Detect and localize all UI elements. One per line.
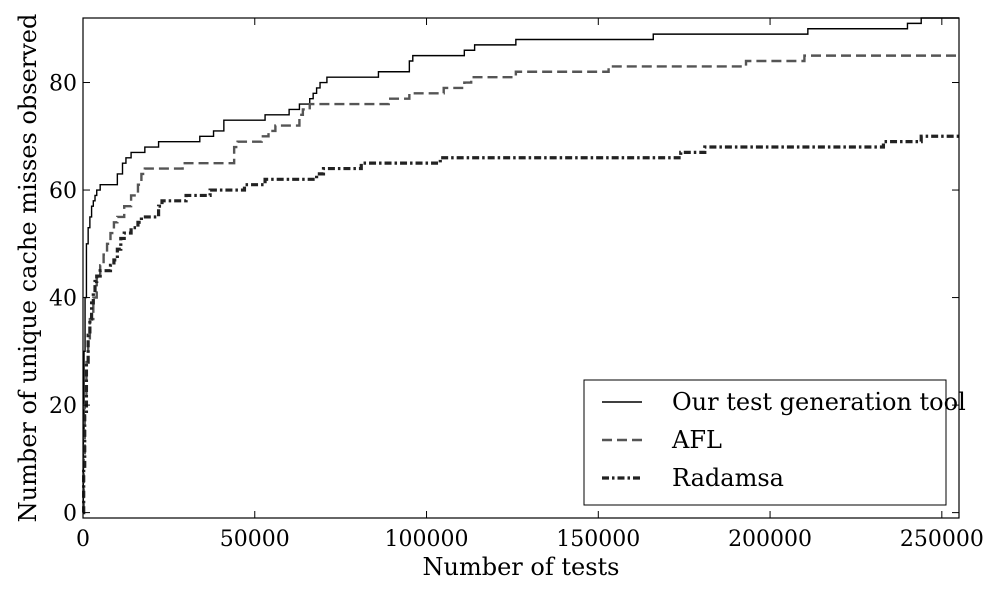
legend-box	[583, 379, 947, 506]
y-tick-label: 20	[49, 394, 77, 419]
x-tick-label: 100000	[385, 527, 469, 552]
legend-label-1: Our test generation tool	[672, 388, 966, 416]
y-tick-label: 40	[49, 287, 77, 312]
legend-label-3: Radamsa	[672, 464, 784, 492]
series-line-1	[82, 17, 959, 514]
series-line-3	[82, 134, 959, 515]
x-tick-label: 200000	[728, 527, 812, 552]
y-axis-label: Number of unique cache misses observed	[14, 14, 42, 523]
y-tick-label: 80	[49, 72, 77, 97]
x-tick-label: 0	[76, 527, 90, 552]
legend-label-2: AFL	[671, 426, 722, 454]
y-tick-label: 0	[63, 502, 77, 527]
plot-frame	[82, 17, 960, 519]
x-tick-label: 250000	[900, 527, 984, 552]
x-tick-label: 50000	[220, 527, 290, 552]
series-line-2	[82, 54, 959, 514]
y-tick-label: 60	[49, 179, 77, 204]
x-axis-label: Number of tests	[423, 553, 620, 581]
legend: Our test generation tool AFL Radamsa	[583, 379, 966, 506]
x-tick-label: 150000	[556, 527, 640, 552]
